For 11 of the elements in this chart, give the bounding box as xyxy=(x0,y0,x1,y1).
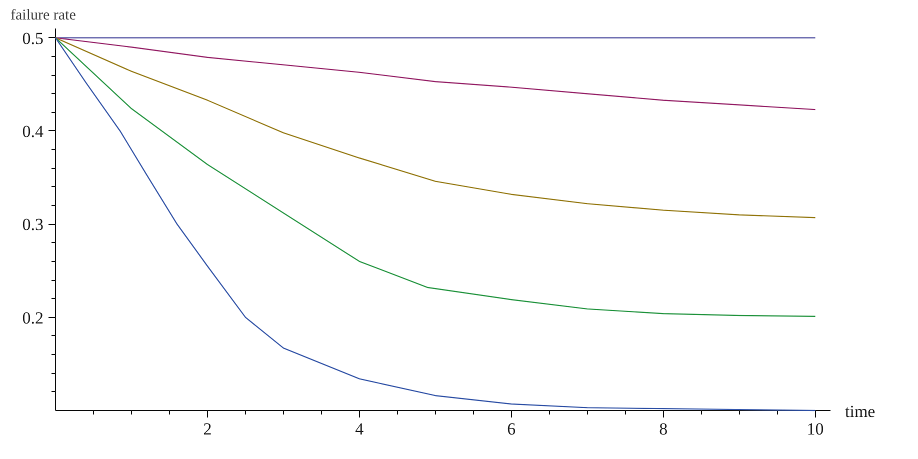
x-axis-title: time xyxy=(845,401,876,423)
y-tick-label: 0.2 xyxy=(22,308,44,328)
y-tick-label: 0.4 xyxy=(22,122,44,141)
y-tick-label: 0.3 xyxy=(22,215,44,234)
y-tick-label: 0.5 xyxy=(22,28,44,48)
x-tick-label: 2 xyxy=(203,420,212,438)
x-tick-label: 8 xyxy=(659,420,668,438)
y-axis-title: failure rate xyxy=(10,8,76,24)
x-tick-label: 4 xyxy=(355,420,364,438)
x-tick-label: 10 xyxy=(806,420,824,438)
x-tick-label: 6 xyxy=(507,420,516,438)
